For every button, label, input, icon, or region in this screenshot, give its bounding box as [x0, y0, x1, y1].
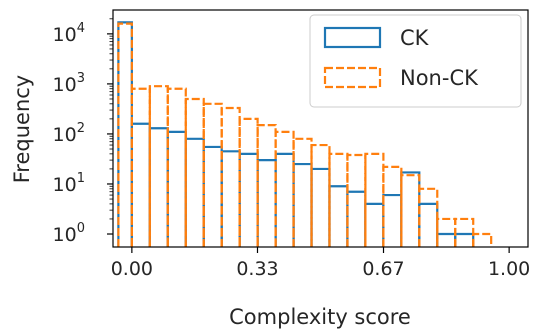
histogram-bin [347, 192, 365, 247]
histogram-bin [204, 104, 222, 247]
legend-label: CK [400, 26, 430, 50]
histogram-bin [132, 124, 150, 247]
histogram-bin [222, 151, 240, 247]
histogram-bin [365, 204, 383, 247]
histogram-bin [419, 204, 437, 247]
y-tick-label: 103 [53, 71, 85, 96]
histogram-bin [276, 154, 294, 247]
histogram-bin [258, 125, 276, 247]
histogram-bin [365, 154, 383, 247]
histogram-bin [383, 167, 401, 247]
histogram-bin [329, 186, 347, 247]
histogram-bin [132, 89, 150, 247]
histogram-bin [419, 189, 437, 247]
y-tick-label: 100 [53, 221, 85, 246]
histogram-bin [222, 108, 240, 247]
histogram-bin [329, 154, 347, 247]
histogram-bin [401, 172, 419, 247]
histogram-bin [168, 132, 186, 247]
legend-label: Non-CK [400, 66, 479, 90]
histogram-bin [150, 86, 168, 247]
histogram-bin [294, 164, 312, 247]
y-tick-label: 102 [53, 121, 85, 146]
histogram-bin [186, 99, 204, 247]
x-axis-label: Complexity score [229, 305, 411, 329]
x-tick-label: 0.67 [362, 258, 404, 280]
histogram-bin [455, 234, 473, 247]
histogram-bin [276, 132, 294, 247]
histogram-bin [258, 160, 276, 247]
x-tick-label: 0.00 [111, 258, 153, 280]
histogram-bin [312, 169, 330, 247]
histogram-bin [168, 89, 186, 247]
histogram-bin [437, 234, 455, 247]
histogram-bin [204, 147, 222, 247]
histogram-bin [401, 175, 419, 247]
histogram-bin [473, 234, 491, 247]
histogram-bin [294, 139, 312, 247]
histogram-bin [118, 22, 131, 247]
y-tick-label: 104 [53, 21, 85, 46]
histogram-bin [186, 139, 204, 247]
histogram-bin [312, 145, 330, 247]
histogram-bin [240, 119, 258, 247]
histogram-bin [240, 154, 258, 247]
y-axis-label: Frequency [10, 75, 34, 184]
histogram-bin [150, 128, 168, 247]
legend: CK Non-CK [310, 15, 521, 107]
y-tick-label: 101 [53, 171, 85, 196]
histogram-bin [347, 155, 365, 247]
histogram-bin [383, 195, 401, 247]
x-tick-label: 1.00 [488, 258, 530, 280]
histogram-bin [118, 24, 131, 247]
x-tick-label: 0.33 [236, 258, 278, 280]
